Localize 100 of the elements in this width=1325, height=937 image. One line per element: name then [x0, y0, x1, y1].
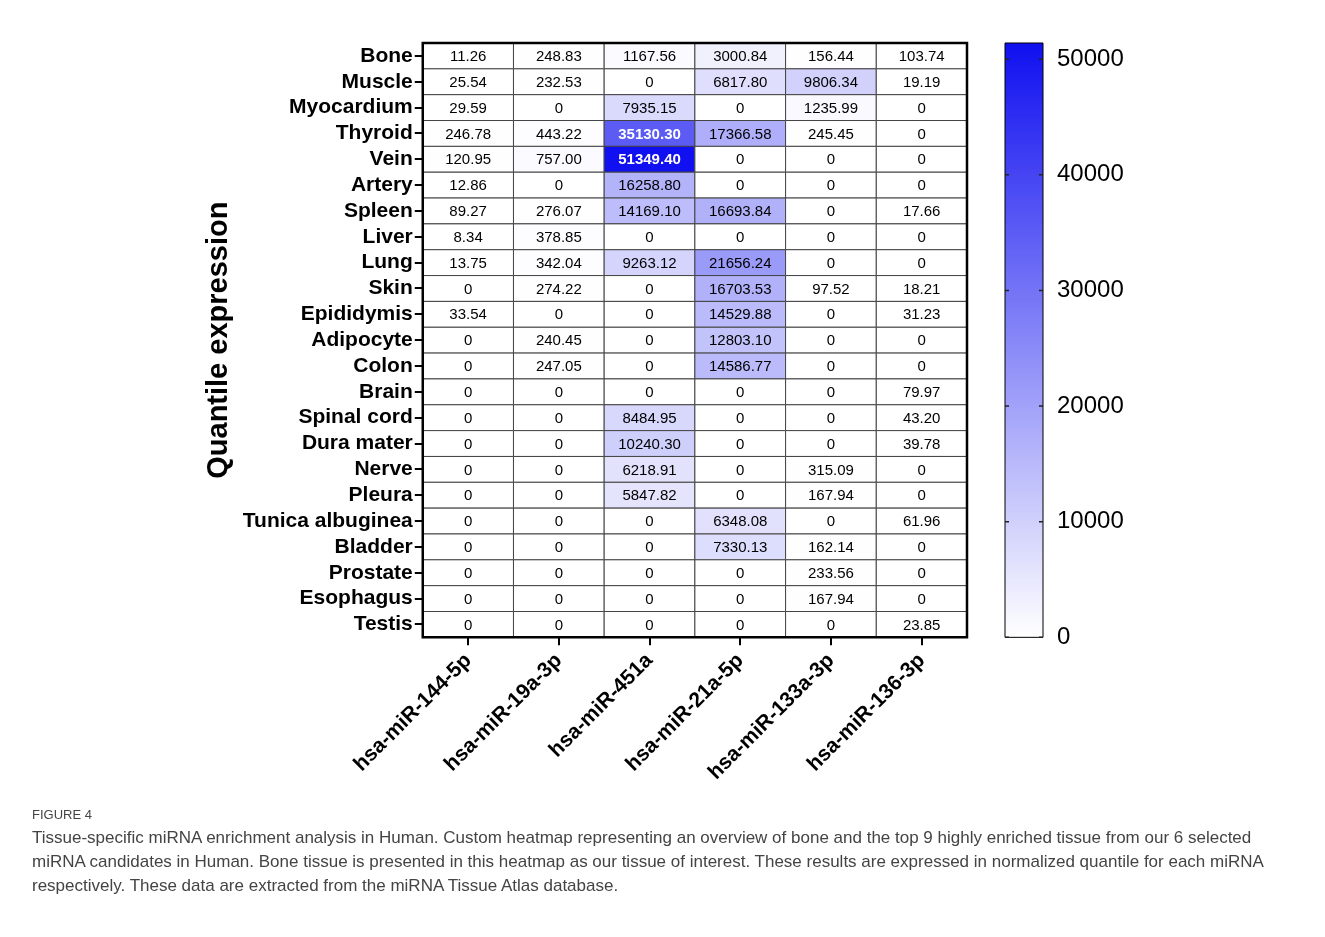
- data-label: 274.22: [535, 279, 582, 297]
- data-label: 6218.91: [622, 460, 677, 478]
- y-tick-label: Colon: [353, 352, 413, 376]
- data-label: 14529.88: [708, 305, 772, 323]
- y-tick-label: Muscle: [341, 68, 413, 92]
- data-label: 0: [554, 460, 563, 478]
- data-label: 0: [463, 434, 473, 452]
- data-label: 16693.84: [708, 202, 772, 220]
- data-label: 0: [554, 538, 563, 556]
- data-label: 0: [554, 305, 563, 323]
- y-tick-label: Testis: [353, 611, 413, 635]
- data-label: 61.96: [902, 512, 941, 530]
- data-label: 0: [736, 589, 745, 607]
- data-label: 5847.82: [622, 486, 677, 504]
- y-tick-label: Lung: [361, 249, 413, 273]
- data-label: 0: [917, 331, 926, 349]
- data-label: 79.97: [902, 382, 941, 400]
- data-label: 167.94: [808, 486, 854, 504]
- data-label: 0: [554, 434, 563, 452]
- y-tick-label: Vein: [369, 146, 413, 170]
- data-label: 0: [463, 512, 473, 530]
- data-label: 10240.30: [618, 434, 681, 452]
- color-bar-label: 20000: [1057, 390, 1124, 418]
- data-label: 9806.34: [803, 72, 859, 90]
- data-label: 3000.84: [713, 47, 768, 65]
- y-tick-label: Pleura: [348, 482, 414, 506]
- data-label: 14169.10: [618, 202, 681, 220]
- data-label: 8484.95: [622, 408, 677, 426]
- data-label: 0: [554, 98, 563, 116]
- data-label: 25.54: [449, 72, 487, 90]
- text: Tissue-specific miRNA enrichment analysis in Human. Custom heatmap representing an overview of bone and the top 9 highly enriched tissue from our 6 selected miRNA candidates in Human. Bone tissue is presented in this heatmap as our tissue of interest. These results are expressed in normalized quantile for each miRNA respectively. These data are extracted from the miRNA Tissue Atlas database.: [32, 827, 1265, 897]
- data-label: 23.85: [902, 615, 941, 633]
- data-label: 0: [826, 434, 836, 452]
- data-label: 7330.13: [713, 538, 768, 556]
- data-label: 443.22: [535, 124, 582, 142]
- data-label: 0: [826, 202, 836, 220]
- data-label: 14586.77: [708, 357, 772, 375]
- data-label: 0: [917, 253, 926, 271]
- data-label: 35130.30: [618, 124, 681, 142]
- data-label: 0: [463, 486, 473, 504]
- data-label: 0: [917, 460, 926, 478]
- data-label: 31.23: [902, 305, 941, 323]
- y-tick-label: Nerve: [354, 456, 413, 480]
- data-label: 0: [463, 589, 473, 607]
- data-label: 0: [554, 589, 563, 607]
- y-tick-label: Spleen: [343, 197, 413, 221]
- y-tick-label: Dura mater: [301, 430, 413, 454]
- data-label: 0: [463, 357, 473, 375]
- caption: FIGURE 4: [32, 806, 93, 824]
- data-label: 0: [645, 615, 654, 633]
- data-label: 0: [826, 512, 836, 530]
- data-label: 33.54: [449, 305, 487, 323]
- data-label: 8.34: [453, 227, 483, 245]
- data-label: 17.66: [902, 202, 941, 220]
- data-label: 0: [736, 150, 745, 168]
- y-tick-label: Bladder: [334, 533, 413, 557]
- color-bar-label: 40000: [1057, 159, 1124, 187]
- data-label: 0: [463, 408, 473, 426]
- data-label: 0: [463, 331, 473, 349]
- data-label: 0: [736, 486, 745, 504]
- data-label: 0: [463, 382, 473, 400]
- data-label: 1167.56: [622, 47, 677, 65]
- y-tick-label: Thyroid: [335, 120, 413, 144]
- data-label: 0: [736, 563, 745, 581]
- data-label: 0: [736, 176, 745, 194]
- data-label: 0: [826, 253, 836, 271]
- data-label: 0: [463, 279, 473, 297]
- data-label: 0: [736, 408, 745, 426]
- color-bar-label: 0: [1057, 621, 1071, 649]
- data-label: 0: [826, 615, 836, 633]
- data-label: 167.94: [808, 589, 854, 607]
- data-label: 240.45: [535, 331, 582, 349]
- data-label: 0: [826, 408, 836, 426]
- data-label: 0: [645, 331, 654, 349]
- data-label: 97.52: [812, 279, 850, 297]
- data-label: 0: [645, 538, 654, 556]
- y-tick-label: Spinal cord: [298, 404, 413, 428]
- data-label: 315.09: [808, 460, 854, 478]
- data-label: 0: [917, 538, 926, 556]
- data-label: 13.75: [449, 253, 487, 271]
- data-label: 0: [463, 615, 473, 633]
- data-label: 248.83: [535, 47, 582, 65]
- data-label: 0: [736, 382, 745, 400]
- data-label: 0: [645, 227, 654, 245]
- data-label: 39.78: [902, 434, 941, 452]
- data-label: 0: [554, 512, 563, 530]
- data-label: 378.85: [535, 227, 582, 245]
- y-tick-label: Bone: [360, 42, 413, 66]
- y-tick-label: Brain: [359, 378, 413, 402]
- data-label: 0: [917, 124, 926, 142]
- data-label: 120.95: [445, 150, 492, 168]
- data-label: 16703.53: [708, 279, 772, 297]
- data-label: 12803.10: [708, 331, 772, 349]
- data-label: 0: [554, 408, 563, 426]
- data-label: 0: [826, 227, 836, 245]
- data-label: 17366.58: [708, 124, 772, 142]
- data-label: 0: [463, 538, 473, 556]
- data-label: 43.20: [902, 408, 941, 426]
- data-label: 0: [554, 486, 563, 504]
- data-label: 6348.08: [713, 512, 768, 530]
